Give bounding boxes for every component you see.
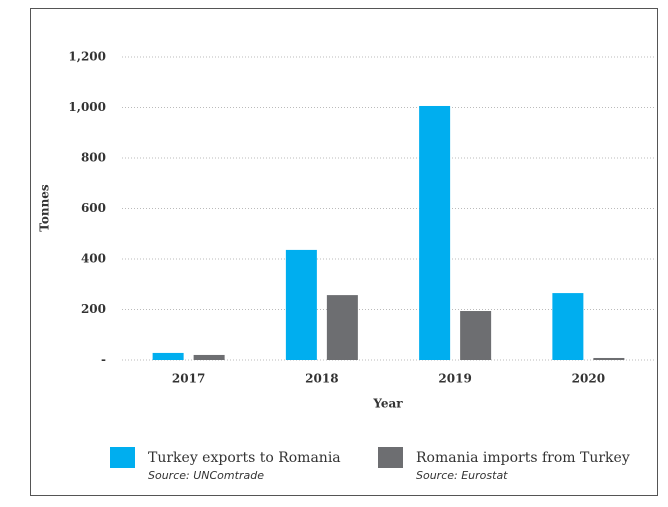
y-tick-label: - xyxy=(101,353,106,367)
bar xyxy=(285,249,317,360)
y-tick-label: 200 xyxy=(81,302,106,316)
x-tick-label: 2019 xyxy=(438,372,471,386)
legend-source: Source: UNComtrade xyxy=(148,469,264,482)
frame xyxy=(30,8,658,496)
y-tick-label: 1,200 xyxy=(68,50,106,64)
bar xyxy=(593,357,625,360)
bar xyxy=(193,354,225,360)
x-tick-label: 2020 xyxy=(572,372,605,386)
legend-label: Romania imports from Turkey xyxy=(416,450,630,466)
bar xyxy=(419,105,451,360)
y-tick-label: 600 xyxy=(81,201,106,215)
legend-swatch xyxy=(378,447,403,468)
legend-swatch xyxy=(110,447,135,468)
x-tick-label: 2018 xyxy=(305,372,338,386)
bar xyxy=(326,295,358,360)
legend-source: Source: Eurostat xyxy=(416,469,508,482)
x-axis-label: Year xyxy=(372,397,403,411)
y-tick-label: 1,000 xyxy=(68,100,106,114)
bar xyxy=(552,293,584,360)
legend-label: Turkey exports to Romania xyxy=(148,450,341,466)
bar xyxy=(152,352,184,360)
bar xyxy=(460,311,492,360)
x-tick-label: 2017 xyxy=(172,372,205,386)
y-axis-label: Tonnes xyxy=(38,184,52,232)
y-tick-label: 800 xyxy=(81,151,106,165)
y-tick-label: 400 xyxy=(81,252,106,266)
